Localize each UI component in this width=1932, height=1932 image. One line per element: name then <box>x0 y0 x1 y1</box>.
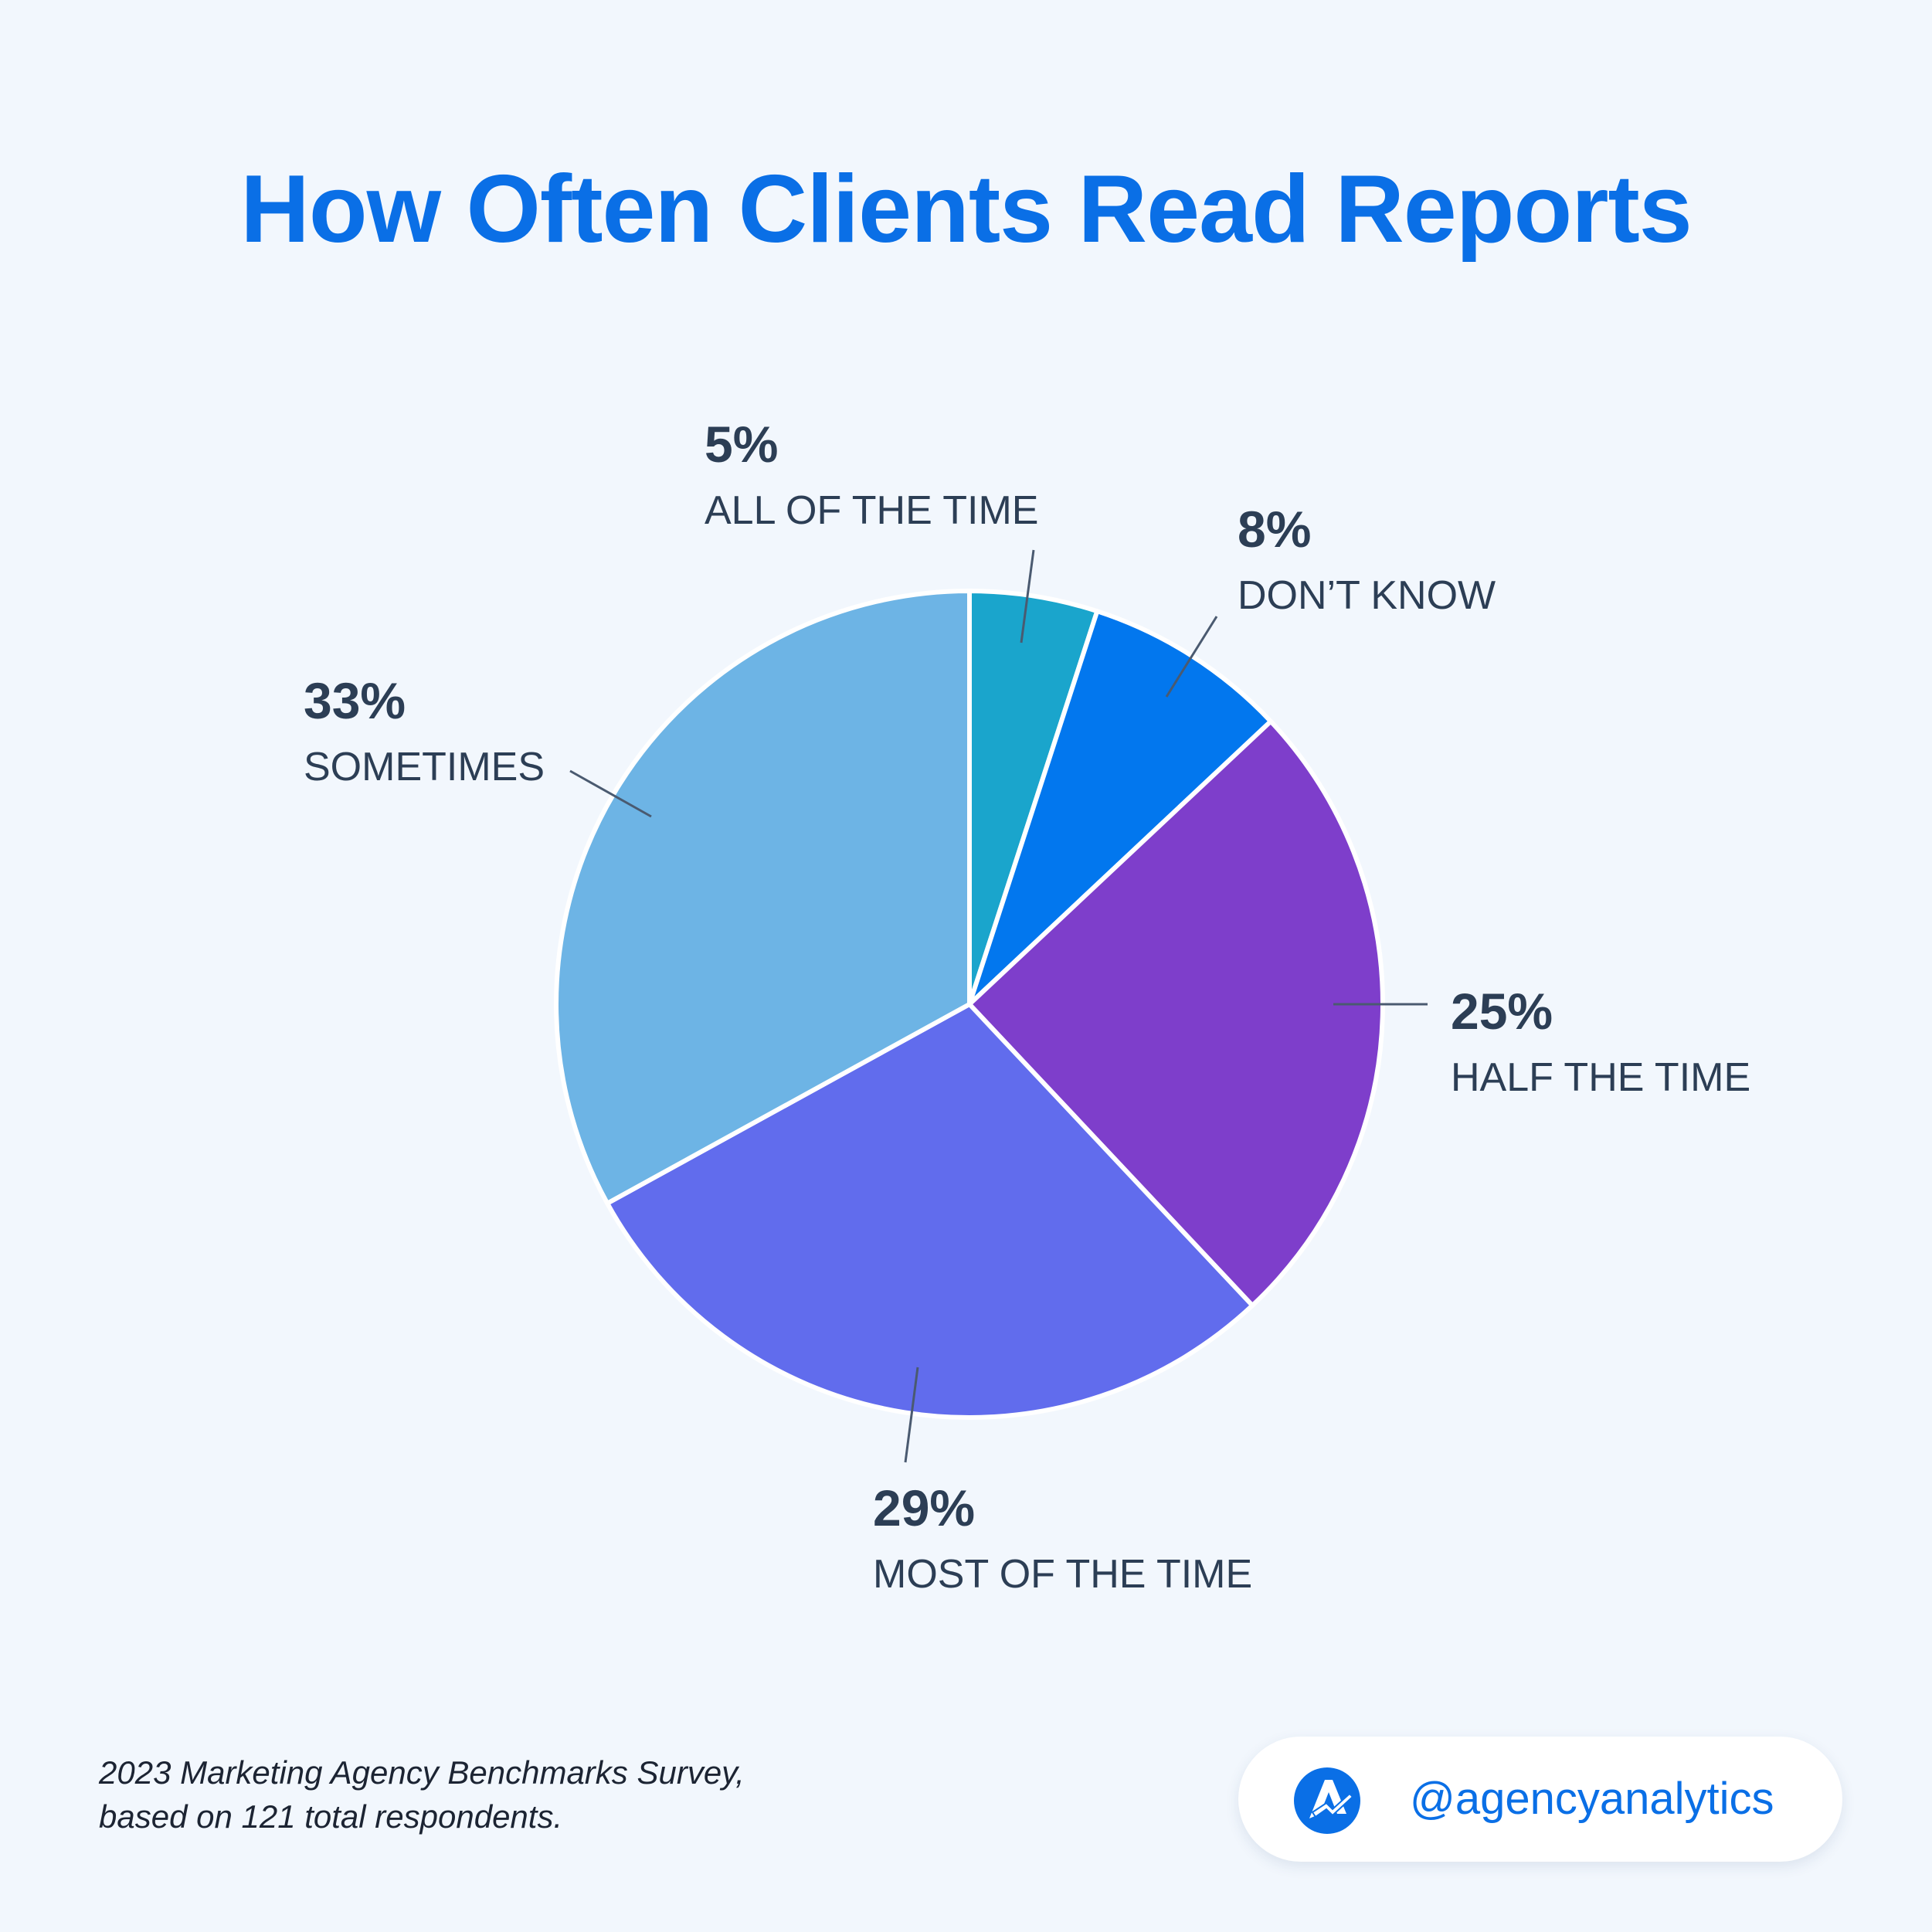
slice-percent-label: 8% <box>1238 501 1311 558</box>
leader-line <box>1165 616 1218 698</box>
pie-slice-sometimes <box>554 589 972 1206</box>
pie-slice-half-the-time <box>967 718 1385 1308</box>
slice-category-label: DON’T KNOW <box>1238 573 1496 618</box>
brand-handle-badge[interactable]: @agencyanalytics <box>1238 1737 1842 1862</box>
leader-line <box>904 1367 919 1463</box>
slice-category-label: MOST OF THE TIME <box>873 1552 1252 1597</box>
leader-line <box>569 769 652 818</box>
slice-percent-label: 33% <box>304 672 406 729</box>
pie-slice-most-of-the-time <box>605 1002 1255 1420</box>
pie-slice-don-t-know <box>967 609 1273 1007</box>
slice-percent-label: 25% <box>1451 983 1553 1040</box>
slice-category-label: SOMETIMES <box>304 745 545 789</box>
source-footnote: 2023 Marketing Agency Benchmarks Survey,… <box>99 1750 745 1839</box>
brand-handle-text: @agencyanalytics <box>1410 1774 1774 1824</box>
slice-category-label: HALF THE TIME <box>1451 1055 1750 1100</box>
footnote-line-1: 2023 Marketing Agency Benchmarks Survey, <box>99 1754 745 1791</box>
agencyanalytics-logo-icon <box>1294 1767 1360 1834</box>
slice-percent-label: 5% <box>705 416 778 473</box>
chart-title: How Often Clients Read Reports <box>240 156 1692 263</box>
footnote-line-2: based on 121 total respondents. <box>99 1798 563 1835</box>
leader-line <box>1020 549 1035 643</box>
slice-category-label: ALL OF THE TIME <box>705 488 1038 533</box>
slice-percent-label: 29% <box>873 1479 975 1536</box>
